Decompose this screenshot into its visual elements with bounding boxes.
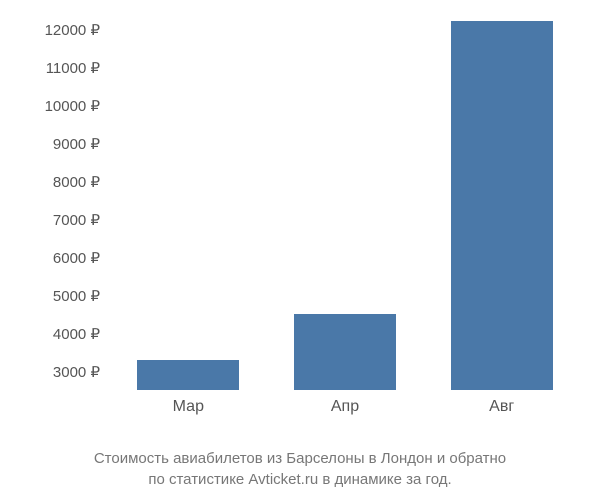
y-axis: 3000 ₽ 4000 ₽ 5000 ₽ 6000 ₽ 7000 ₽ 8000 ₽ 9000… bbox=[10, 10, 105, 390]
bar bbox=[137, 360, 239, 390]
chart-container: 3000 ₽ 4000 ₽ 5000 ₽ 6000 ₽ 7000 ₽ 8000 ₽ 9000… bbox=[10, 10, 590, 430]
y-tick-label: 12000 ₽ bbox=[45, 21, 100, 39]
y-tick-label: 9000 ₽ bbox=[53, 135, 100, 153]
y-tick-label: 7000 ₽ bbox=[53, 211, 100, 229]
plot-area bbox=[110, 10, 580, 390]
x-axis: Мар Апр Авг bbox=[110, 390, 580, 430]
chart-caption: Стоимость авиабилетов из Барселоны в Лон… bbox=[0, 448, 600, 490]
bar bbox=[451, 21, 553, 390]
y-tick-label: 3000 ₽ bbox=[53, 363, 100, 381]
x-tick-label: Авг bbox=[489, 398, 514, 416]
y-tick-label: 11000 ₽ bbox=[46, 59, 100, 77]
bar bbox=[294, 314, 396, 390]
x-tick-label: Мар bbox=[173, 398, 204, 416]
y-tick-label: 8000 ₽ bbox=[53, 173, 100, 191]
y-tick-label: 4000 ₽ bbox=[53, 325, 100, 343]
y-tick-label: 13000 ₽ bbox=[45, 0, 100, 1]
y-tick-label: 6000 ₽ bbox=[53, 249, 100, 267]
caption-line-1: Стоимость авиабилетов из Барселоны в Лон… bbox=[94, 450, 506, 467]
y-tick-label: 10000 ₽ bbox=[45, 97, 100, 115]
x-tick-label: Апр bbox=[331, 398, 359, 416]
caption-line-2: по статистике Avticket.ru в динамике за … bbox=[148, 471, 451, 488]
y-tick-label: 5000 ₽ bbox=[53, 287, 100, 305]
